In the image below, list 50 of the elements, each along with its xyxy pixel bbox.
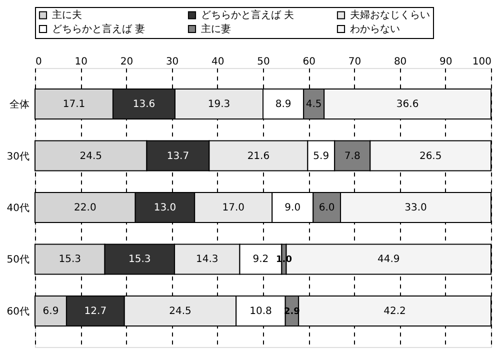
legend-label: 主に妻 [201,23,231,35]
data-label: 13.6 [132,99,156,110]
data-label: 36.6 [396,99,419,110]
data-label: 17.1 [62,99,86,110]
data-label: 9.0 [284,202,301,214]
legend-label: 主に夫 [52,9,82,22]
data-label: 15.3 [58,254,82,266]
data-label: 13.0 [154,202,176,214]
x-tick-label: 60 [302,56,316,68]
data-label: 17.0 [222,202,244,214]
legend-label: どちらかと言えば 夫 [201,9,294,22]
x-tick-label: 40 [212,56,224,68]
data-label: 26.5 [419,150,442,162]
x-tick-label: 90 [440,56,452,68]
data-label: 19.3 [208,99,230,110]
data-label: 15.3 [128,254,151,266]
data-label: 24.5 [80,150,102,162]
x-tick-label: 20 [120,56,134,68]
data-label: 9.2 [252,254,269,266]
data-label: 12.7 [84,306,107,317]
y-tick-label: 30代 [6,151,30,162]
x-tick-label: 80 [394,56,407,68]
data-label: 8.9 [275,99,292,110]
data-label: 42.2 [384,306,406,317]
data-label: 6.0 [318,202,335,214]
y-tick-label: 50代 [6,254,30,266]
data-label: 7.8 [344,150,360,162]
data-label: 21.6 [247,150,270,162]
y-tick-label: 全体 [10,98,30,111]
x-tick-label: 50 [257,56,270,68]
x-tick-label: 0 [36,56,42,68]
x-tick-label: 10 [74,56,88,68]
legend-label: 夫婦おなじくらい [350,9,430,22]
data-label: 5.9 [313,150,330,162]
data-label: 24.5 [169,306,192,317]
data-label: 13.7 [166,150,190,162]
data-label: 10.8 [250,306,272,317]
data-label: 14.3 [196,254,218,266]
data-label: 6.9 [42,306,59,317]
legend-label: どちらかと言えば 妻 [52,23,146,35]
data-label: 22.0 [74,202,96,214]
x-tick-label: 100 [472,56,492,68]
data-label: 44.9 [377,254,400,266]
y-tick-label: 40代 [6,203,30,214]
data-label: 4.5 [306,99,322,110]
x-tick-label: 30 [166,56,179,68]
legend-label: わからない [350,24,400,35]
x-tick-label: 70 [348,56,362,68]
y-tick-label: 60代 [6,306,30,318]
data-label: 33.0 [404,202,427,214]
